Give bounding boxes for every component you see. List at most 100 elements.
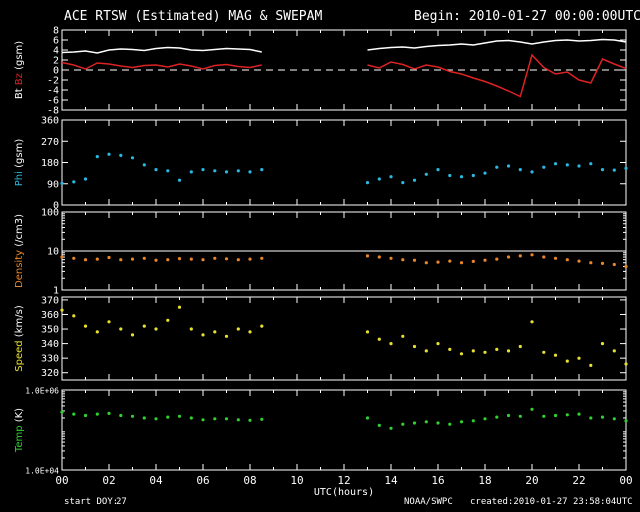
panel-frame <box>61 296 627 381</box>
data-point-density <box>448 259 452 263</box>
data-point-temp <box>612 417 616 421</box>
data-point-density <box>119 258 123 262</box>
data-point-speed <box>459 352 464 356</box>
data-point-density <box>189 257 193 261</box>
y-tick-label: -8 <box>47 106 59 117</box>
data-point-phi <box>483 171 487 175</box>
y-tick-label: 8 <box>53 26 59 37</box>
data-point-phi <box>107 152 111 156</box>
data-point-speed <box>471 349 475 353</box>
start-doy-value: 27 <box>116 497 127 507</box>
data-point-temp <box>377 423 381 427</box>
data-point-temp <box>201 418 205 422</box>
data-point-temp <box>542 414 546 418</box>
data-point-density <box>213 256 217 260</box>
data-point-phi <box>542 165 546 169</box>
data-point-speed <box>518 344 522 349</box>
y-tick-label: 0 <box>53 201 59 212</box>
data-point-temp <box>518 414 522 418</box>
data-point-speed <box>201 333 205 337</box>
y-axis-label-part: Bt <box>14 88 25 99</box>
data-point-speed <box>177 305 182 309</box>
data-point-temp <box>119 413 123 418</box>
data-point-phi <box>553 162 558 166</box>
data-point-temp <box>483 417 487 421</box>
data-point-speed <box>495 347 499 351</box>
x-tick-label: 06 <box>196 474 209 487</box>
data-point-speed <box>412 344 417 349</box>
y-tick-label: 0 <box>53 66 59 77</box>
data-point-temp <box>189 416 193 420</box>
data-point-temp <box>436 421 440 425</box>
y-axis-label-part: (/cm3) <box>14 214 25 250</box>
data-point-temp <box>495 415 499 419</box>
data-point-density <box>600 261 605 265</box>
data-point-phi <box>248 170 252 174</box>
data-point-speed <box>483 350 487 354</box>
data-point-temp <box>448 422 452 426</box>
y-tick-label: 100 <box>41 208 59 219</box>
data-point-speed <box>624 362 628 366</box>
data-point-phi <box>83 177 88 181</box>
data-point-speed <box>448 347 452 351</box>
data-point-density <box>506 255 511 259</box>
data-point-speed <box>542 350 546 354</box>
source-label: NOAA/SWPC <box>404 497 453 507</box>
data-point-speed <box>424 349 428 353</box>
data-point-speed <box>60 308 64 312</box>
data-point-temp <box>365 416 370 420</box>
y-tick-label: 4 <box>53 46 59 57</box>
x-tick-label: 20 <box>525 474 538 487</box>
data-point-density <box>95 257 99 261</box>
data-point-density <box>624 264 628 269</box>
y-axis-label-part: Density <box>14 250 25 288</box>
begin-time: Begin: 2010-01-27 00:00:00UTC <box>414 9 640 24</box>
data-point-speed <box>600 342 605 346</box>
data-point-density <box>436 260 440 264</box>
x-tick-label: 10 <box>290 474 303 487</box>
x-tick-label: 02 <box>102 474 115 487</box>
data-point-phi <box>459 175 464 179</box>
data-point-speed <box>589 363 593 367</box>
series-line-bt <box>61 46 262 54</box>
data-point-speed <box>83 324 88 328</box>
y-tick-label: 360 <box>41 116 59 127</box>
data-point-density <box>483 258 487 262</box>
data-point-phi <box>130 156 135 160</box>
x-tick-label: 14 <box>384 474 398 487</box>
data-point-speed <box>612 349 616 353</box>
data-point-density <box>166 258 170 262</box>
data-point-speed <box>119 327 123 331</box>
data-point-temp <box>236 418 240 422</box>
y-tick-label: 340 <box>41 339 59 350</box>
data-point-temp <box>177 414 182 418</box>
data-point-phi <box>624 166 628 170</box>
data-point-temp <box>213 417 217 421</box>
y-tick-label: 330 <box>41 354 59 365</box>
data-point-density <box>60 255 64 259</box>
data-point-temp <box>83 413 88 418</box>
data-point-density <box>542 255 546 259</box>
y-axis-label: Bt Bz (gsm) <box>14 41 25 99</box>
x-tick-label: 04 <box>149 474 163 487</box>
data-point-phi <box>424 172 428 176</box>
series-line-bz <box>61 61 262 70</box>
start-doy-label: start DOY: <box>64 497 119 507</box>
y-axis-label: Speed (km/s) <box>14 305 25 372</box>
y-tick-label: 350 <box>41 325 59 336</box>
created-timestamp: created:2010-01-27 23:58:04UTC <box>470 497 633 507</box>
y-tick-label: 90 <box>47 179 59 190</box>
data-point-temp <box>260 417 264 421</box>
data-point-phi <box>166 169 170 173</box>
data-point-temp <box>577 412 581 416</box>
data-point-temp <box>506 413 511 418</box>
data-point-density <box>142 256 146 260</box>
y-tick-label: 2 <box>53 56 59 67</box>
chart-title: ACE RTSW (Estimated) MAG & SWEPAM <box>64 9 323 24</box>
data-point-phi <box>142 163 146 167</box>
data-point-density <box>248 257 252 261</box>
data-point-phi <box>518 168 522 172</box>
data-point-density <box>589 261 593 265</box>
data-point-speed <box>260 324 264 328</box>
y-tick-label: 1.0E+06 <box>25 387 59 396</box>
